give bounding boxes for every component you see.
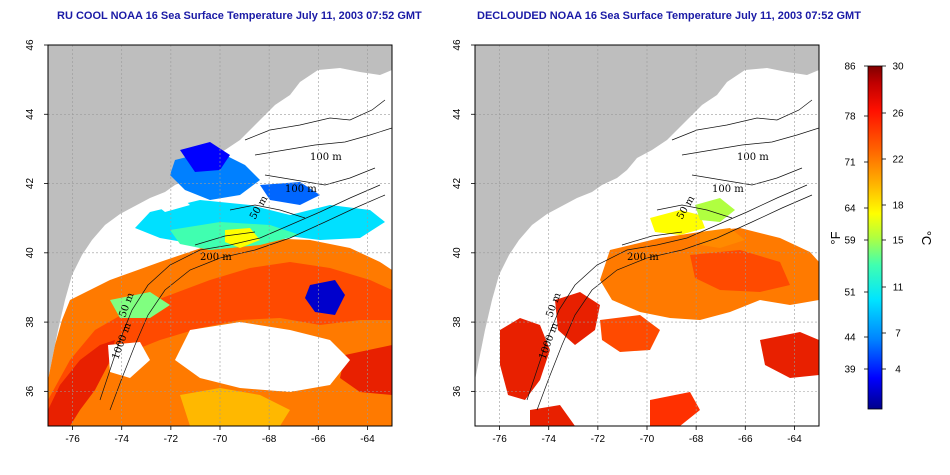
y-tick-label: 44 <box>25 108 36 120</box>
left-axes: -76 -74 -72 -70 -68 -66 -64 46 44 42 40 38 36 <box>25 39 375 445</box>
left-map-title: RU COOL NOAA 16 Sea Surface Temperature … <box>57 10 422 22</box>
colorbar-label-f: 86 <box>844 62 856 73</box>
right-land <box>475 45 819 380</box>
y-tick-label: 46 <box>452 39 463 51</box>
left-grid <box>48 45 392 426</box>
x-tick-label: -72 <box>164 434 179 445</box>
contour-label: 200 m <box>200 252 232 263</box>
x-tick-label: -70 <box>640 434 655 445</box>
celsius-unit-label: °C <box>919 231 934 246</box>
left-sst-field <box>48 142 392 426</box>
colorbar-label-c: 26 <box>892 109 904 120</box>
right-map-panel: 100 m 100 m 200 m 50 m 50 m 1000 m -76 -7… <box>452 39 820 445</box>
colorbar-scale <box>867 65 883 410</box>
x-tick-label: -68 <box>689 434 704 445</box>
contour-label: 100 m <box>310 152 342 163</box>
contour-label: 100 m <box>737 152 769 163</box>
x-tick-label: -70 <box>213 434 228 445</box>
y-tick-label: 42 <box>25 178 36 190</box>
right-grid <box>475 45 819 426</box>
colorbar-label-f: 71 <box>844 158 856 169</box>
left-map-panel: 100 m 100 m 200 m 50 m 50 m 1000 m -76 -7… <box>25 39 393 445</box>
right-map-title: DECLOUDED NOAA 16 Sea Surface Temperatur… <box>477 10 861 22</box>
x-tick-label: -72 <box>591 434 606 445</box>
colorbar-label-f: 59 <box>844 236 856 247</box>
colorbar-label-f: 64 <box>844 204 856 215</box>
colorbar-label-c: 4 <box>895 365 901 376</box>
contour-label: 100 m <box>285 184 317 195</box>
x-tick-label: -74 <box>114 434 129 445</box>
contour-label: 200 m <box>627 252 659 263</box>
right-sst-field <box>500 198 819 426</box>
right-isobaths <box>526 99 819 411</box>
colorbar-label-c: 30 <box>892 62 904 73</box>
x-tick-label: -64 <box>360 434 375 445</box>
colorbar-label-f: 78 <box>844 112 856 123</box>
colorbar-label-c: 7 <box>895 329 901 340</box>
y-tick-label: 46 <box>25 39 36 51</box>
left-nova-scotia <box>310 45 392 66</box>
right-nova-scotia <box>737 45 819 66</box>
y-tick-label: 40 <box>25 247 36 259</box>
right-axes: -76 -74 -72 -70 -68 -66 -64 46 44 42 40 38 36 <box>452 39 802 445</box>
colorbar-label-f: 39 <box>844 365 856 376</box>
left-land <box>48 45 392 380</box>
colorbar-label-c: 18 <box>892 201 904 212</box>
colorbar-celsius-ticks: 30 26 22 18 15 11 7 4 <box>882 62 904 376</box>
colorbar-label-c: 15 <box>892 236 904 247</box>
x-tick-label: -76 <box>492 434 507 445</box>
colorbar-label-f: 44 <box>844 333 856 344</box>
colorbar-label-c: 22 <box>892 155 904 166</box>
left-isobaths <box>99 99 392 411</box>
colorbar-fahrenheit-ticks: 86 78 71 64 59 51 44 39 <box>844 62 868 376</box>
y-tick-label: 36 <box>25 385 36 397</box>
x-tick-label: -74 <box>541 434 556 445</box>
y-tick-label: 36 <box>452 385 463 397</box>
x-tick-label: -64 <box>787 434 802 445</box>
y-tick-label: 42 <box>452 178 463 190</box>
y-tick-label: 38 <box>452 316 463 328</box>
y-tick-label: 38 <box>25 316 36 328</box>
temperature-colorbar: 86 78 71 64 59 51 44 39 30 26 22 18 15 11 7 4 °F °C <box>828 62 934 410</box>
colorbar-label-c: 11 <box>893 283 904 294</box>
x-tick-label: -66 <box>311 434 326 445</box>
colorbar-label-f: 51 <box>844 288 856 299</box>
y-tick-label: 40 <box>452 247 463 259</box>
y-tick-label: 44 <box>452 108 463 120</box>
x-tick-label: -66 <box>738 434 753 445</box>
fahrenheit-unit-label: °F <box>828 231 843 244</box>
contour-label: 100 m <box>712 184 744 195</box>
x-tick-label: -76 <box>65 434 80 445</box>
x-tick-label: -68 <box>262 434 277 445</box>
